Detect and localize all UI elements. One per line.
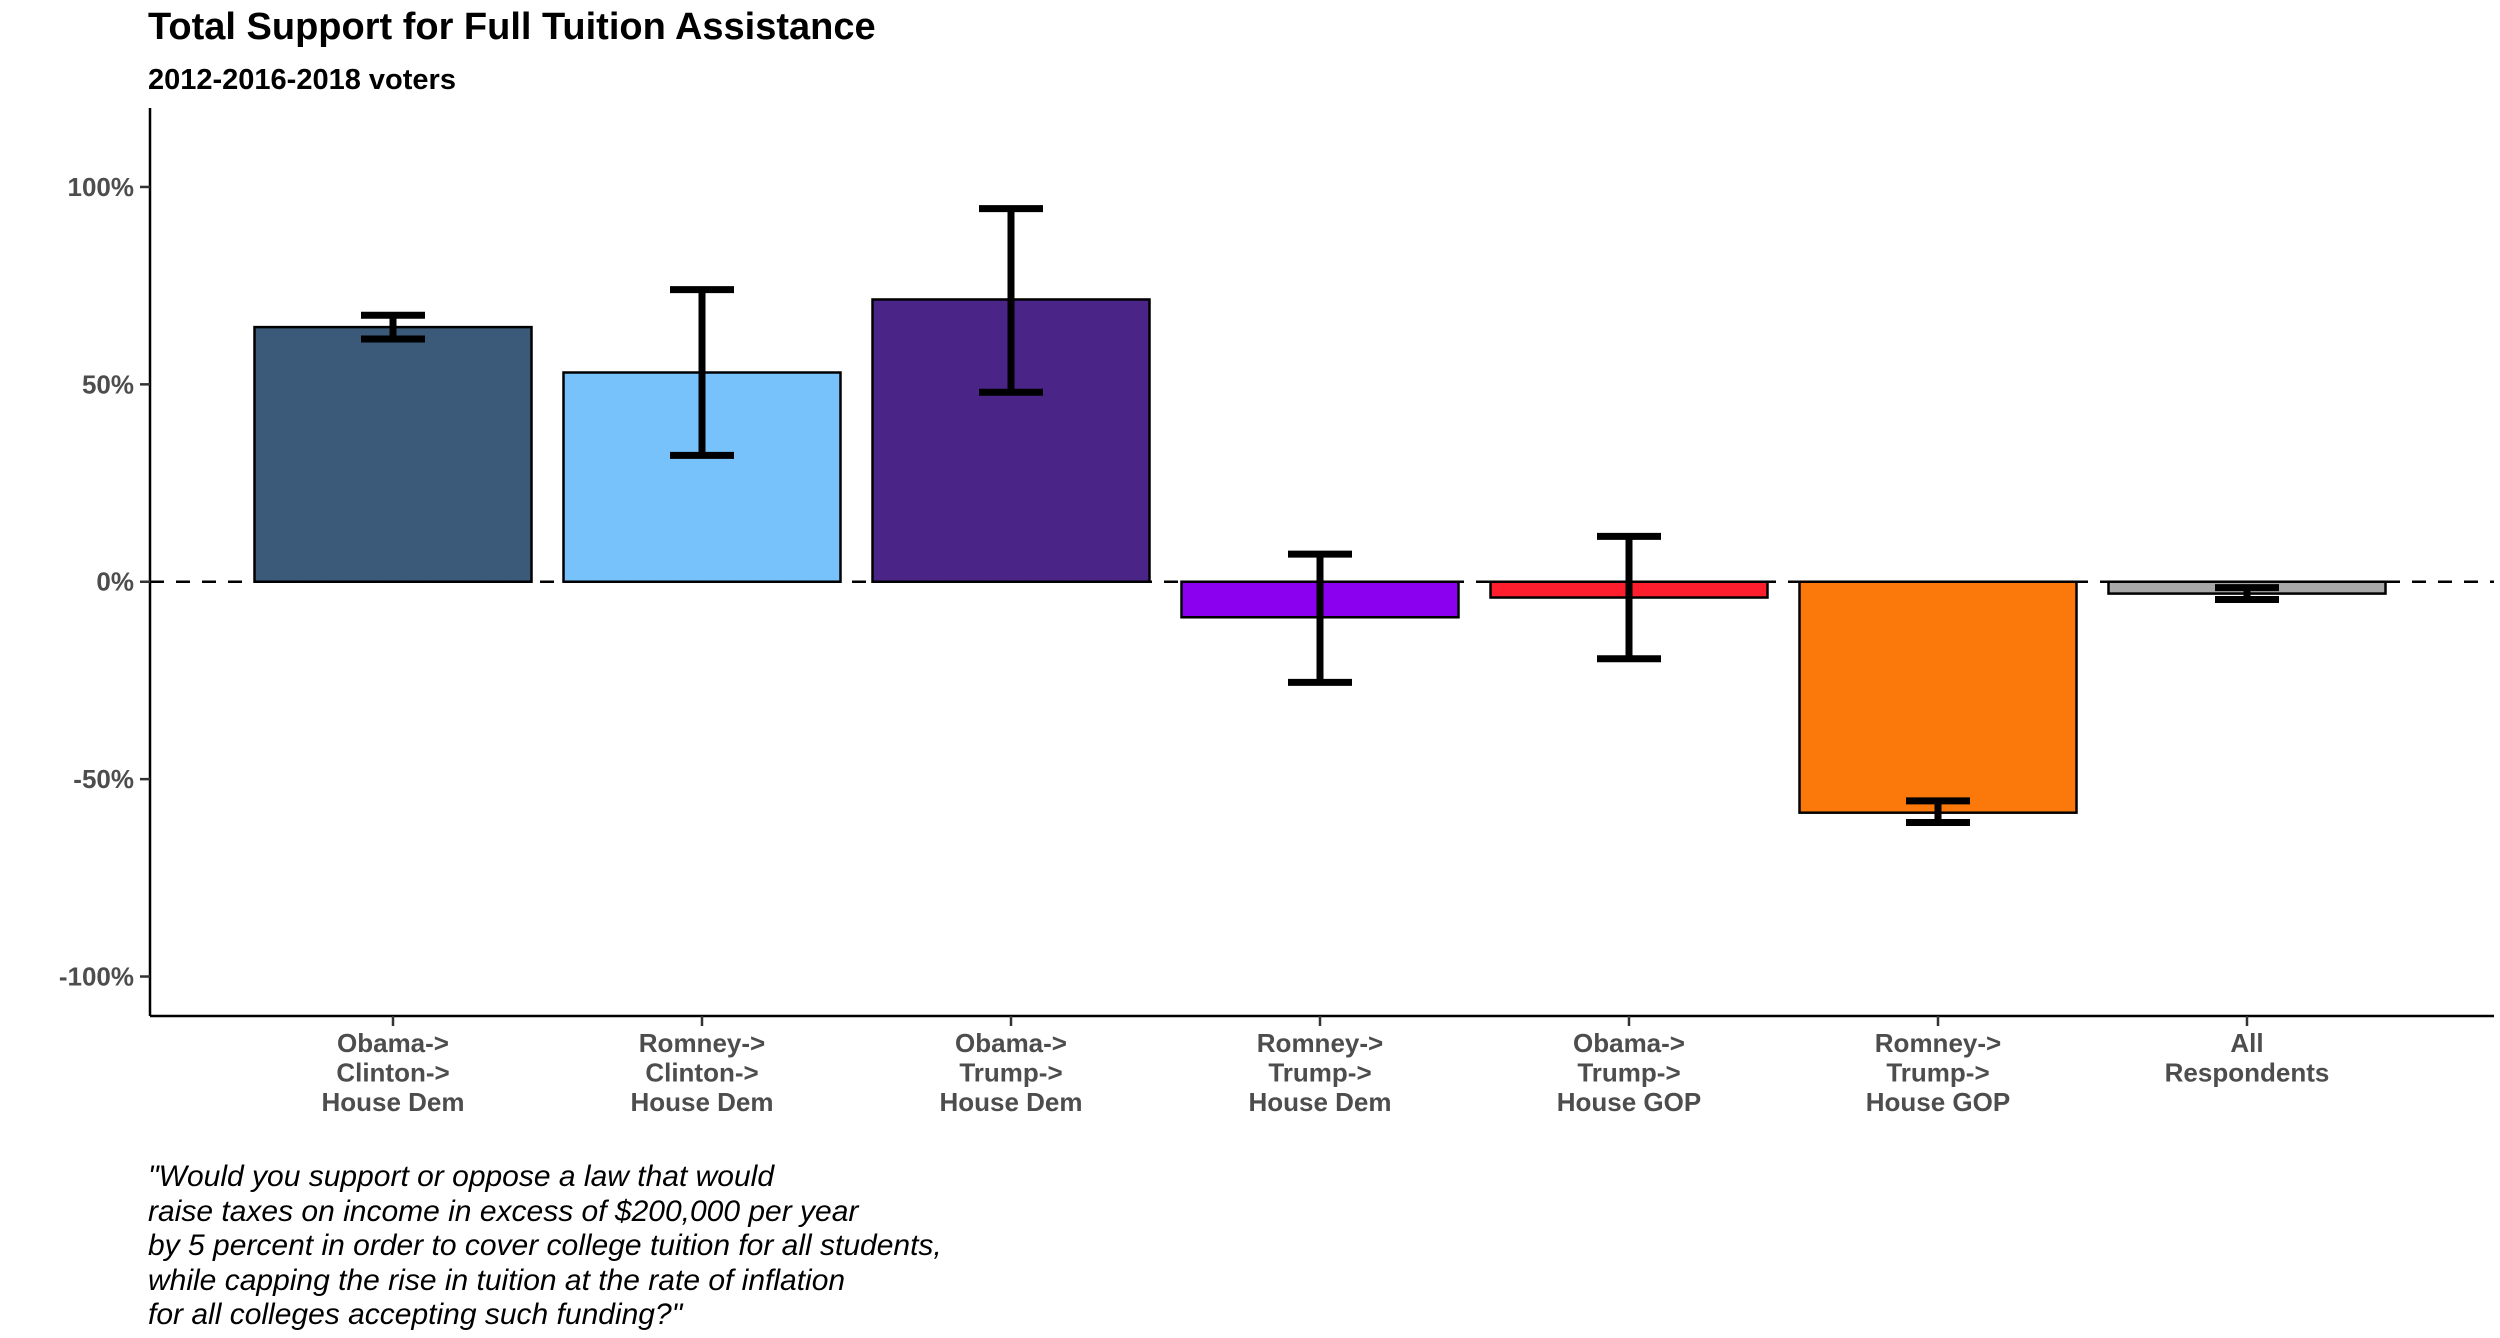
x-tick-label: House Dem: [1248, 1087, 1391, 1117]
x-tick-label: Romney->: [639, 1028, 765, 1058]
x-tick-label: Trump->: [1268, 1058, 1371, 1088]
y-tick-label: 100%: [68, 172, 135, 202]
y-tick-label: 0%: [96, 567, 134, 597]
x-tick-label: House Dem: [630, 1087, 773, 1117]
chart-title: Total Support for Full Tuition Assistanc…: [148, 6, 876, 48]
y-tick-label: -100%: [59, 962, 134, 992]
x-tick-label: Romney->: [1257, 1028, 1383, 1058]
bar: [1798, 580, 2078, 814]
x-tick-label: Respondents: [2165, 1058, 2330, 1088]
caption-line: while capping the rise in tuition at the…: [148, 1263, 846, 1297]
x-tick-label: House GOP: [1557, 1087, 1701, 1117]
x-tick-label: Trump->: [1577, 1058, 1680, 1088]
x-tick-label: House GOP: [1866, 1087, 2010, 1117]
x-tick-label: House Dem: [321, 1087, 464, 1117]
x-tick-label: All: [2230, 1028, 2263, 1058]
x-tick-label: Clinton->: [336, 1058, 449, 1088]
bar: [253, 325, 533, 583]
x-tick-label: Obama->: [1573, 1028, 1685, 1058]
x-tick-label: House Dem: [939, 1087, 1082, 1117]
x-tick-label: Romney->: [1875, 1028, 2001, 1058]
caption-line: for all colleges accepting such funding?…: [148, 1298, 683, 1331]
x-tick-label: Clinton->: [645, 1058, 758, 1088]
question-caption: "Would you support or oppose a law that …: [148, 1160, 942, 1333]
chart-subtitle: 2012-2016-2018 voters: [148, 64, 456, 96]
y-tick-label: 50%: [82, 369, 134, 399]
caption-line: "Would you support or oppose a law that …: [148, 1160, 775, 1193]
y-tick-label: -50%: [73, 764, 134, 794]
x-tick-label: Trump->: [1886, 1058, 1989, 1088]
x-tick-label: Obama->: [337, 1028, 449, 1058]
x-tick-label: Obama->: [955, 1028, 1067, 1058]
x-tick-label: Trump->: [959, 1058, 1062, 1088]
caption-line: raise taxes on income in excess of $200,…: [148, 1194, 859, 1228]
caption-line: by 5 percent in order to cover college t…: [148, 1229, 942, 1262]
